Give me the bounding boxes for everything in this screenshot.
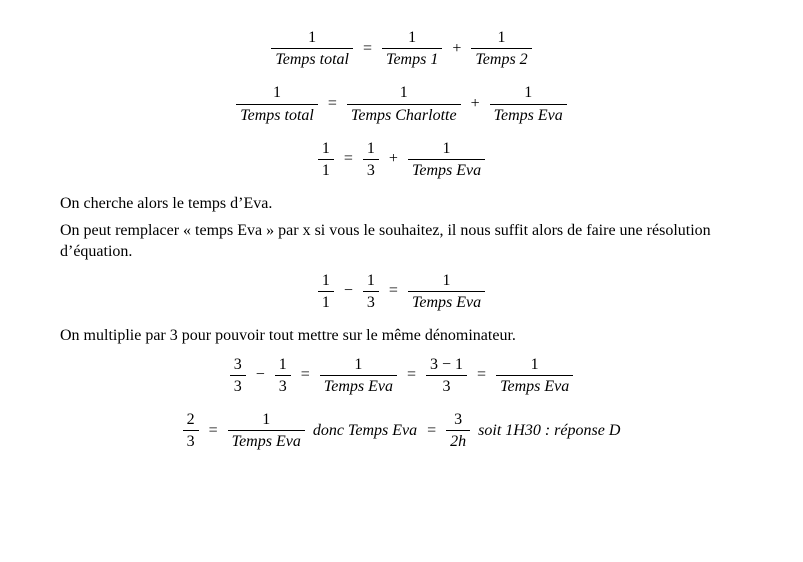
equation-1: 1 Temps total = 1 Temps 1 + 1 Temps 2: [60, 28, 743, 69]
denominator: Temps Eva: [496, 376, 573, 396]
numerator: 1: [236, 83, 318, 104]
inline-text-donc: donc Temps Eva: [311, 422, 419, 440]
denominator: 3: [363, 160, 379, 180]
fraction: 1 Temps Eva: [408, 271, 485, 312]
fraction: 1 Temps total: [236, 83, 318, 124]
fraction: 1 3: [363, 271, 379, 312]
numerator: 1: [490, 83, 567, 104]
equals-sign: =: [403, 366, 420, 384]
fraction: 1 1: [318, 139, 334, 180]
denominator: 3: [230, 376, 246, 396]
denominator: 2h: [446, 431, 470, 451]
fraction: 1 Temps Eva: [490, 83, 567, 124]
numerator: 1: [471, 28, 531, 49]
numerator: 1: [318, 271, 334, 292]
inline-text-answer: soit 1H30 : réponse D: [476, 422, 622, 440]
denominator: Temps Eva: [228, 431, 305, 451]
fraction: 1 3: [363, 139, 379, 180]
denominator: 1: [318, 160, 334, 180]
denominator: Temps Eva: [408, 292, 485, 312]
fraction: 1 3: [275, 355, 291, 396]
equation-6: 2 3 = 1 Temps Eva donc Temps Eva = 3 2h …: [60, 410, 743, 451]
equals-sign: =: [297, 366, 314, 384]
paragraph-2: On peut remplacer « temps Eva » par x si…: [60, 221, 743, 263]
denominator: Temps Eva: [490, 105, 567, 125]
fraction: 3 2h: [446, 410, 470, 451]
denominator: Temps Eva: [320, 376, 397, 396]
paragraph-3: On multiplie par 3 pour pouvoir tout met…: [60, 326, 743, 347]
denominator: 3: [363, 292, 379, 312]
denominator: 1: [318, 292, 334, 312]
fraction: 1 Temps total: [271, 28, 353, 69]
equals-sign: =: [385, 282, 402, 300]
numerator: 1: [363, 271, 379, 292]
equals-sign: =: [340, 150, 357, 168]
denominator: Temps Eva: [408, 160, 485, 180]
fraction: 3 3: [230, 355, 246, 396]
plus-sign: +: [385, 150, 402, 168]
equals-sign: =: [473, 366, 490, 384]
numerator: 1: [347, 83, 461, 104]
plus-sign: +: [448, 40, 465, 58]
denominator: Temps 2: [471, 49, 531, 69]
plus-sign: +: [467, 95, 484, 113]
numerator: 2: [183, 410, 199, 431]
fraction: 3 − 1 3: [426, 355, 467, 396]
numerator: 1: [408, 271, 485, 292]
numerator: 1: [382, 28, 442, 49]
equation-5: 3 3 − 1 3 = 1 Temps Eva = 3 − 1 3 = 1 Te…: [60, 355, 743, 396]
numerator: 1: [363, 139, 379, 160]
equation-3: 1 1 = 1 3 + 1 Temps Eva: [60, 139, 743, 180]
denominator: Temps total: [236, 105, 318, 125]
equals-sign: =: [359, 40, 376, 58]
fraction: 1 Temps 1: [382, 28, 442, 69]
numerator: 1: [318, 139, 334, 160]
minus-sign: −: [340, 282, 357, 300]
fraction: 1 Temps Eva: [408, 139, 485, 180]
denominator: Temps total: [271, 49, 353, 69]
numerator: 3: [446, 410, 470, 431]
fraction: 1 Temps Eva: [496, 355, 573, 396]
fraction: 1 Temps Charlotte: [347, 83, 461, 124]
numerator: 1: [320, 355, 397, 376]
denominator: 3: [426, 376, 467, 396]
numerator: 1: [228, 410, 305, 431]
equation-4: 1 1 − 1 3 = 1 Temps Eva: [60, 271, 743, 312]
numerator: 1: [496, 355, 573, 376]
fraction: 1 Temps 2: [471, 28, 531, 69]
fraction: 2 3: [183, 410, 199, 451]
numerator: 1: [275, 355, 291, 376]
denominator: 3: [183, 431, 199, 451]
denominator: Temps Charlotte: [347, 105, 461, 125]
fraction: 1 Temps Eva: [228, 410, 305, 451]
numerator: 3 − 1: [426, 355, 467, 376]
minus-sign: −: [252, 366, 269, 384]
equals-sign: =: [205, 422, 222, 440]
denominator: 3: [275, 376, 291, 396]
fraction: 1 Temps Eva: [320, 355, 397, 396]
numerator: 1: [271, 28, 353, 49]
numerator: 1: [408, 139, 485, 160]
fraction: 1 1: [318, 271, 334, 312]
equals-sign: =: [423, 422, 440, 440]
paragraph-1: On cherche alors le temps d’Eva.: [60, 194, 743, 215]
equation-2: 1 Temps total = 1 Temps Charlotte + 1 Te…: [60, 83, 743, 124]
numerator: 3: [230, 355, 246, 376]
denominator: Temps 1: [382, 49, 442, 69]
equals-sign: =: [324, 95, 341, 113]
